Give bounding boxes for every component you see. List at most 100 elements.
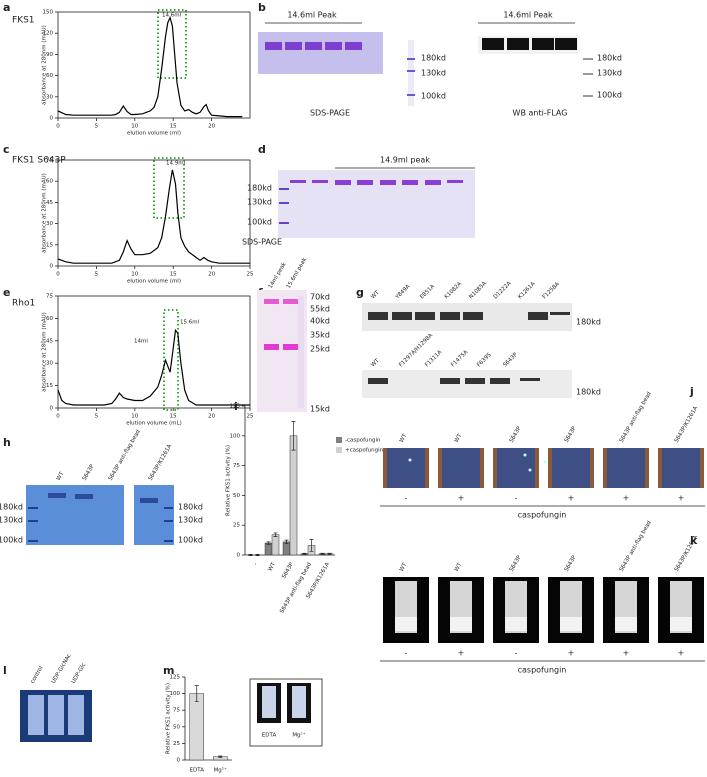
annotation: 14.9ml [166,161,186,167]
y-tick-label: 30 [46,361,53,367]
y-tick-label: 60 [46,73,53,79]
panel-letter: h [3,436,11,449]
lane-label: S643P/K1261A [674,534,700,572]
gel-caption: SDS-PAGE [310,109,350,118]
sign-label: + [678,649,685,658]
peak-box [163,309,179,411]
band [265,42,282,50]
x-tick-label: 0 [56,414,60,420]
band [279,188,289,190]
marker-label: 130kd [247,198,272,207]
image-region [552,448,590,488]
gel-title: 14.6ml Peak [503,11,553,20]
y-tick-label: 0 [237,553,241,559]
y-tick-label: 25 [233,523,240,529]
y-axis-label: absorbance at 280nm (mAU) [42,25,48,105]
y-tick-label: 150 [43,10,54,16]
lane-label: WT [454,562,464,573]
band [507,38,529,50]
marker-label: 130kd [178,516,203,525]
marker-label: 180kd [247,184,272,193]
band [407,70,415,72]
error-bar [255,554,260,556]
x-tick-label: 5 [95,414,99,420]
bar [189,693,204,761]
band [440,378,460,384]
band [312,180,328,183]
band [48,493,66,498]
band [555,38,577,50]
chromatogram-line [57,328,250,406]
plot-frame [57,295,251,409]
band [28,507,38,509]
lane-label: UDP-GlcNAc [51,653,73,685]
y-tick-label: 60 [46,316,53,322]
lane-label: control [30,665,45,685]
band [325,42,342,50]
error-bar [194,685,199,702]
x-tick-label: 0 [56,272,60,278]
marker-label: 180kd [0,503,23,512]
lane-label: F1311A [424,349,443,368]
peak-box [153,157,185,219]
sign-label: - [515,494,518,503]
y-tick-label: 45 [46,200,53,206]
lane-label: D1222A [493,281,513,301]
band [407,94,415,96]
y-tick-label: 50 [233,493,240,499]
chart-title: FKS1 [12,16,35,26]
marker-label: 180kd [597,54,622,63]
y-tick-label: 120 [43,31,54,37]
band [407,58,415,60]
image-region [387,448,425,488]
lane-label: F1258A [542,281,561,300]
band [164,540,173,542]
marker-label: 130kd [421,69,446,78]
lane-label: WT [56,471,66,482]
image-region [450,617,472,631]
lane-label: Mg²⁺ [292,732,305,739]
panel-letter: c [3,143,10,156]
y-tick-label: 0 [50,116,54,122]
lane-label: F1475A [450,349,469,368]
panel-letter: l [3,664,7,677]
x-axis-label: elution volume (ml) [127,131,181,137]
marker-label: 180kd [576,388,601,397]
band [164,507,173,509]
y-tick-label: 45 [46,338,53,344]
image-region [298,296,304,408]
marker-label: 40kd [310,317,330,326]
panel-letter: d [258,143,266,156]
band [402,180,418,185]
panel-letter: e [3,286,10,299]
bar [271,534,280,556]
error-bar [266,541,271,545]
error-bar [320,552,325,555]
image-region [615,617,637,631]
x-tick-label: 20 [208,414,215,420]
lane-label: WT [454,433,464,444]
panel-letter: g [356,286,364,299]
band [368,312,388,320]
marker-label: 130kd [0,516,23,525]
legend-label: +caspofungin [345,448,384,454]
lane-label: EDTA [262,733,277,739]
x-tick-label: 10 [131,272,138,278]
band [305,42,322,50]
marker-label: 25kd [310,345,330,354]
y-axis-label: absorbance at 280nm (mAU) [42,173,48,253]
band [465,378,485,384]
error-bar [291,421,296,451]
y-tick-label: 30 [46,94,53,100]
error-bar [302,552,307,555]
y-tick-label: 90 [46,52,53,58]
y-tick-label: 0 [50,264,54,270]
chart-title: Rho1 [12,299,35,309]
x-tick-label: 10 [131,414,138,420]
band [520,378,540,381]
lane-label: S643P anti-flag bead [619,391,653,444]
marker-label: 100kd [421,92,446,101]
x-axis-label: elution volume (mL) [126,421,182,427]
band [140,498,158,503]
lane-label: 14ml peak [268,261,288,290]
